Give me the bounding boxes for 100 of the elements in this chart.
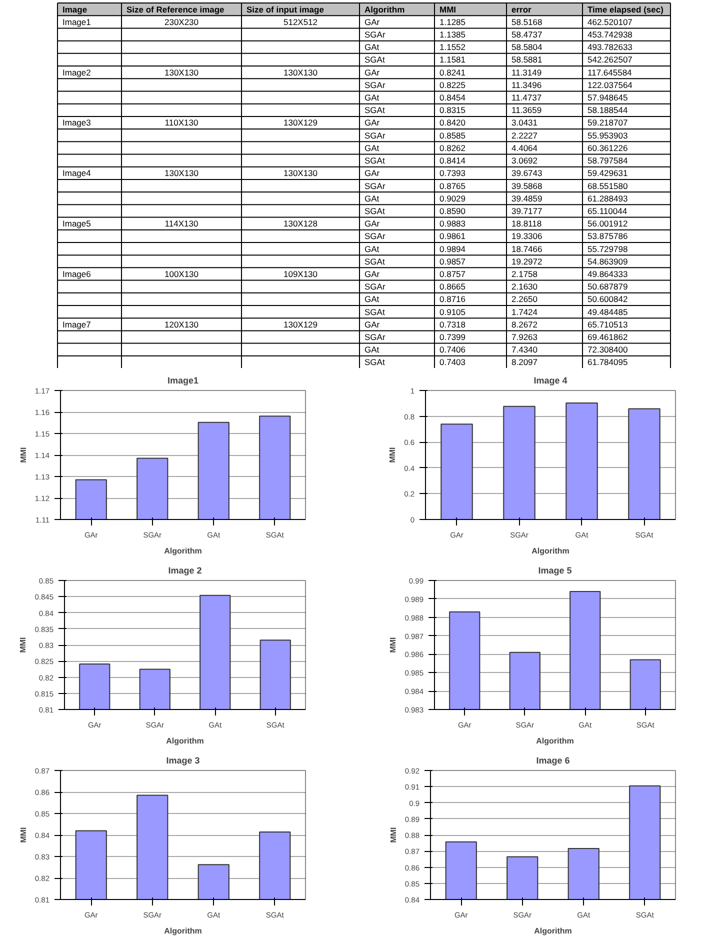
- text: GAr: [364, 218, 380, 229]
- text: Image4: [62, 168, 91, 178]
- text: SGAr: [364, 30, 386, 40]
- text: GAt: [364, 344, 380, 355]
- text: 72.308400: [588, 344, 628, 355]
- text: SGAr: [364, 231, 386, 242]
- text: SGAt: [364, 206, 385, 216]
- text: Image6: [62, 268, 91, 279]
- category-label: Time elapsed (sec): [588, 4, 664, 14]
- text: 0.7318: [440, 319, 466, 330]
- text: 230X230: [164, 16, 199, 27]
- text: 54.863909: [588, 256, 628, 266]
- text: 68.551580: [588, 180, 628, 191]
- text: 130X129: [283, 319, 318, 330]
- y-axis-title: MMI: [18, 637, 28, 653]
- text: 100X130: [164, 268, 199, 279]
- text: 58.5168: [512, 16, 542, 27]
- text: 512X512: [283, 16, 318, 27]
- text: 542.262507: [588, 54, 632, 65]
- chart-title: Image 4: [534, 376, 568, 386]
- text: 58.5881: [512, 54, 542, 65]
- text: 0.7406: [440, 344, 466, 355]
- text: 11.3496: [512, 80, 542, 90]
- text: 59.218707: [588, 118, 628, 128]
- text: 11.3149: [512, 67, 542, 78]
- text: 3.0431: [512, 118, 538, 128]
- text: 0.7393: [440, 168, 466, 178]
- text: 130X130: [283, 67, 318, 78]
- text: SGAt: [364, 256, 385, 266]
- text: 2.2227: [512, 130, 538, 140]
- text: GAr: [364, 268, 380, 279]
- text: 65.710513: [588, 319, 628, 330]
- text: 7.9263: [512, 332, 538, 342]
- category-label: Size of Reference image: [126, 4, 225, 14]
- text: 130X130: [283, 168, 318, 178]
- text: SGAt: [364, 105, 385, 116]
- text: 8.2097: [512, 357, 538, 368]
- x-axis-title: Algorithm: [534, 926, 572, 936]
- text: GAr: [364, 67, 380, 78]
- text: 2.2650: [512, 294, 538, 304]
- text: 0.8315: [440, 105, 466, 116]
- text: 3.0692: [512, 156, 538, 166]
- text: GAt: [364, 42, 380, 52]
- text: 55.729798: [588, 244, 628, 254]
- text: 1.1285: [440, 16, 466, 27]
- text: 130X129: [283, 118, 318, 128]
- text: 61.784095: [588, 357, 628, 368]
- text: GAt: [364, 294, 380, 304]
- text: 50.600842: [588, 294, 628, 304]
- text: SGAt: [364, 156, 385, 166]
- text: 0.9883: [440, 218, 466, 229]
- text: Image5: [62, 218, 91, 229]
- chart-title: Image1: [167, 376, 199, 386]
- text: SGAt: [364, 357, 385, 368]
- text: 49.484485: [588, 306, 628, 317]
- text: 58.797584: [588, 156, 628, 166]
- x-axis-title: Algorithm: [536, 736, 574, 746]
- text: 0.8765: [440, 180, 466, 191]
- text: 39.5868: [512, 180, 542, 191]
- bar: [566, 402, 598, 520]
- text: 0.7399: [440, 332, 466, 342]
- text: 0.9857: [440, 256, 466, 266]
- text: 11.3659: [512, 105, 542, 116]
- text: 61.288493: [588, 193, 628, 204]
- text: 58.188544: [588, 105, 628, 116]
- text: GAt: [364, 193, 380, 204]
- category-label: Image: [62, 4, 88, 14]
- text: 0.9029: [440, 193, 466, 204]
- text: 1.1385: [440, 30, 466, 40]
- text: 57.948645: [588, 92, 628, 103]
- text: 39.4859: [512, 193, 542, 204]
- text: 109X130: [283, 268, 318, 279]
- chart-title: Image 3: [166, 756, 200, 766]
- text: GAt: [364, 244, 380, 254]
- text: 130X128: [283, 218, 318, 229]
- text: 117.645584: [588, 67, 632, 78]
- chart-title: Image 5: [538, 566, 572, 576]
- x-axis-title: Algorithm: [164, 926, 202, 936]
- text: GAr: [364, 16, 380, 27]
- chart-title: Image 6: [536, 756, 570, 766]
- text: SGAt: [364, 306, 385, 317]
- text: GAt: [364, 142, 380, 153]
- y-axis-title: MMI: [388, 827, 398, 843]
- text: GAr: [364, 319, 380, 330]
- text: 39.6743: [512, 168, 542, 178]
- text: SGAr: [364, 130, 386, 140]
- text: 2.1630: [512, 282, 538, 292]
- text: Image1: [62, 16, 91, 27]
- text: 110X130: [164, 118, 198, 128]
- text: Image3: [62, 118, 91, 128]
- text: 0.8665: [440, 282, 466, 292]
- y-axis-title: MMI: [388, 637, 398, 653]
- y-axis-title: MMI: [18, 447, 28, 463]
- text: Image2: [62, 67, 91, 78]
- text: 0.8420: [440, 118, 466, 128]
- text: 56.001912: [588, 218, 628, 229]
- x-axis-title: Algorithm: [532, 546, 570, 556]
- text: 60.361226: [588, 142, 628, 153]
- text: 18.7466: [512, 244, 542, 254]
- text: 453.742938: [588, 30, 632, 40]
